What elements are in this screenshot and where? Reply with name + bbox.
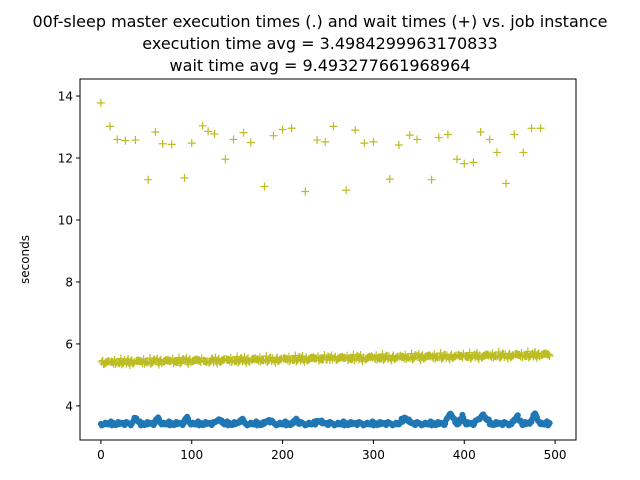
wait-time-point xyxy=(167,140,176,149)
wait-time-point xyxy=(342,186,351,195)
x-tick-label: 500 xyxy=(544,448,567,462)
wait-time-point xyxy=(117,360,126,369)
wait-time-point xyxy=(96,98,105,107)
wait-time-point xyxy=(175,359,184,368)
wait-time-point xyxy=(379,355,388,364)
wait-time-point xyxy=(434,133,443,142)
wait-time-point xyxy=(413,135,422,144)
wait-time-point xyxy=(437,354,446,363)
wait-time-point xyxy=(329,122,338,131)
axes: 0 100 200 300 400 500 4 6 8 10 12 14 seconds xyxy=(18,78,577,462)
wait-time-point xyxy=(113,135,122,144)
wait-time-point xyxy=(292,357,301,366)
wait-time-point xyxy=(524,353,533,362)
wait-time-point xyxy=(158,139,167,148)
wait-time-point xyxy=(351,126,360,135)
wait-time-point xyxy=(151,127,160,136)
wait-time-point xyxy=(313,136,322,145)
y-tick-label: 4 xyxy=(65,399,73,413)
wait-time-point xyxy=(105,122,114,131)
wait-time-point xyxy=(443,130,452,139)
y-tick-label: 12 xyxy=(58,152,73,166)
x-tick-label: 400 xyxy=(453,448,476,462)
wait-time-point xyxy=(260,182,269,191)
wait-time-point xyxy=(408,355,417,364)
chart-title-line-2: execution time avg = 3.4984299963170833 xyxy=(142,34,498,53)
wait-time-point xyxy=(234,358,243,367)
x-tick-label: 0 xyxy=(97,448,105,462)
chart-title-line-1: 00f-sleep master execution times (.) and… xyxy=(32,12,608,31)
wait-time-point xyxy=(476,127,485,136)
wait-time-point xyxy=(221,155,230,164)
execution-time-point xyxy=(514,412,521,419)
y-tick-label: 10 xyxy=(58,213,73,227)
wait-time-point xyxy=(144,175,153,184)
wait-time-point xyxy=(298,351,307,360)
wait-time-point xyxy=(146,359,155,368)
wait-time-point xyxy=(269,131,278,140)
wait-time-point xyxy=(246,138,255,147)
wait-time-point xyxy=(527,124,536,133)
wait-time-point xyxy=(229,135,238,144)
wait-time-point xyxy=(321,137,330,146)
plot-frame xyxy=(79,78,577,441)
chart-title-line-3: wait time avg = 9.493277661968964 xyxy=(169,56,471,75)
wait-time-point xyxy=(460,159,469,168)
wait-time-point xyxy=(545,352,554,361)
wait-time-point xyxy=(350,356,359,365)
wait-time-point xyxy=(502,179,511,188)
y-tick-label: 6 xyxy=(65,337,73,351)
wait-time-point xyxy=(453,155,461,164)
data-points xyxy=(96,98,554,429)
wait-time-point xyxy=(469,158,478,167)
wait-time-point xyxy=(301,187,310,196)
wait-time-point xyxy=(544,350,553,359)
y-tick-label: 8 xyxy=(65,275,73,289)
wait-time-point xyxy=(180,173,189,182)
wait-time-point xyxy=(239,128,248,137)
wait-time-point xyxy=(278,125,287,134)
x-tick-label: 200 xyxy=(271,448,294,462)
wait-time-point xyxy=(394,141,403,149)
wait-time-point xyxy=(131,136,140,145)
wait-time-point xyxy=(492,148,501,157)
wait-time-point xyxy=(210,129,219,138)
wait-time-point xyxy=(198,121,207,130)
wait-time-point xyxy=(121,136,130,145)
wait-time-point xyxy=(369,137,378,146)
wait-time-point xyxy=(205,358,213,367)
execution-time-point xyxy=(546,419,553,426)
wait-time-point xyxy=(519,148,528,157)
wait-time-point xyxy=(495,353,504,362)
x-tick-label: 300 xyxy=(362,448,385,462)
wait-time-point xyxy=(385,175,394,184)
wait-time-point xyxy=(536,124,545,133)
wait-time-point xyxy=(405,131,414,140)
x-tick-label: 100 xyxy=(180,448,203,462)
wait-time-point xyxy=(360,139,369,148)
wait-time-point xyxy=(485,135,494,144)
wait-time-point xyxy=(287,124,296,133)
wait-time-point xyxy=(510,130,519,139)
wait-time-point xyxy=(427,175,436,184)
wait-time-point xyxy=(204,127,213,136)
wait-time-point xyxy=(187,139,196,148)
y-tick-label: 14 xyxy=(58,90,73,104)
y-axis-label: seconds xyxy=(18,235,32,284)
wait-time-point xyxy=(466,354,475,363)
wait-time-point xyxy=(263,357,272,366)
